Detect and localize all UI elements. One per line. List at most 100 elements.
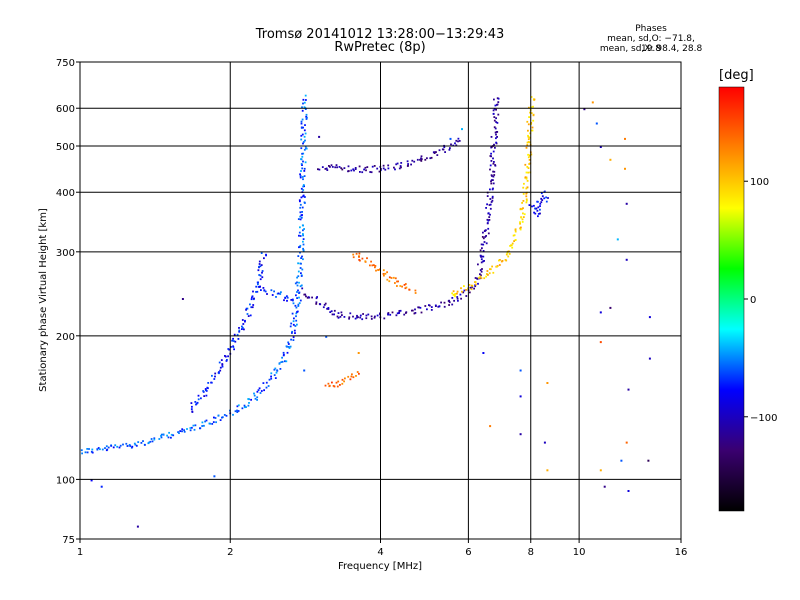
- echo-point: [300, 147, 303, 150]
- echo-point: [521, 221, 524, 223]
- echo-point: [210, 381, 213, 384]
- echo-point: [297, 270, 300, 273]
- echo-point: [541, 199, 544, 201]
- echo-point: [80, 449, 83, 452]
- echo-point: [232, 413, 234, 416]
- echo-point: [299, 176, 302, 179]
- echo-point: [303, 228, 305, 230]
- echo-point: [107, 446, 110, 449]
- echo-point: [297, 255, 300, 257]
- echo-point: [224, 355, 227, 358]
- echo-point: [299, 267, 302, 269]
- echo-point: [493, 143, 495, 146]
- echo-point: [265, 254, 267, 257]
- echo-point: [238, 330, 241, 333]
- echo-point: [358, 256, 360, 258]
- echo-point: [495, 108, 497, 111]
- echo-point: [170, 433, 173, 436]
- echo-point: [496, 97, 499, 100]
- echo-point: [506, 251, 509, 254]
- echo-point: [277, 292, 280, 295]
- echo-point: [265, 381, 268, 384]
- echo-point: [231, 339, 233, 342]
- echo-point: [355, 252, 358, 255]
- echo-point: [480, 258, 483, 261]
- echo-point: [300, 214, 303, 217]
- echo-point: [303, 129, 306, 132]
- echo-point: [340, 167, 343, 170]
- echo-point: [483, 260, 485, 262]
- echo-point: [487, 274, 489, 276]
- echo-point: [219, 369, 222, 372]
- echo-point: [301, 268, 304, 271]
- echo-point: [302, 243, 305, 246]
- echo-point: [259, 392, 262, 394]
- echo-point: [181, 430, 183, 433]
- echo-point: [195, 402, 198, 405]
- echo-point: [327, 307, 330, 309]
- echo-point: [325, 167, 328, 170]
- echo-point: [486, 273, 488, 275]
- echo-point: [258, 263, 261, 265]
- echo-point: [302, 229, 304, 232]
- echo-point: [250, 398, 252, 401]
- echo-point: [414, 308, 416, 311]
- echo-point: [493, 108, 496, 110]
- echo-point: [520, 216, 523, 219]
- echo-point: [361, 257, 364, 260]
- echo-point: [396, 312, 399, 315]
- echo-point: [354, 317, 357, 320]
- echo-point: [299, 175, 302, 177]
- echo-point: [526, 186, 529, 189]
- echo-point: [298, 231, 301, 234]
- echo-point: [110, 445, 113, 447]
- echo-point: [426, 157, 428, 160]
- echo-point: [192, 424, 195, 427]
- echo-point: [493, 126, 496, 129]
- echo-point: [168, 431, 170, 434]
- echo-point: [461, 128, 463, 131]
- echo-trace: [80, 94, 308, 455]
- echo-point: [357, 352, 360, 354]
- echo-point: [383, 274, 385, 277]
- echo-point: [525, 171, 528, 174]
- echo-point: [330, 164, 333, 167]
- echo-point: [303, 101, 306, 104]
- echo-point: [491, 195, 494, 198]
- echo-point: [532, 105, 534, 108]
- echo-point: [364, 260, 367, 263]
- echo-point: [486, 195, 489, 197]
- echo-point: [99, 448, 101, 451]
- echo-point: [485, 242, 488, 245]
- echo-point: [456, 292, 458, 295]
- echo-point: [519, 395, 522, 398]
- echo-point: [194, 401, 197, 403]
- echo-point: [241, 407, 244, 410]
- echo-point: [189, 427, 192, 429]
- echo-point: [526, 144, 529, 146]
- echo-point: [343, 380, 345, 383]
- echo-point: [406, 160, 409, 163]
- echo-point: [471, 286, 474, 288]
- echo-point: [527, 134, 529, 137]
- echo-point: [513, 234, 516, 237]
- echo-point: [413, 312, 416, 315]
- echo-point: [304, 139, 306, 142]
- echo-point: [485, 275, 487, 278]
- echo-point: [287, 341, 290, 344]
- echo-point: [305, 113, 308, 116]
- echo-point: [276, 292, 279, 295]
- echo-point: [359, 259, 361, 262]
- echo-point: [199, 427, 201, 430]
- echo-point: [341, 314, 343, 316]
- echo-point: [114, 444, 117, 447]
- echo-point: [493, 161, 495, 163]
- echo-point: [443, 301, 446, 304]
- echo-point: [543, 197, 546, 200]
- echo-point: [297, 289, 299, 292]
- echo-trace: [301, 97, 500, 321]
- echo-point: [304, 202, 306, 204]
- echo-point: [382, 273, 385, 275]
- echo-point: [275, 371, 278, 374]
- echo-point: [496, 136, 498, 138]
